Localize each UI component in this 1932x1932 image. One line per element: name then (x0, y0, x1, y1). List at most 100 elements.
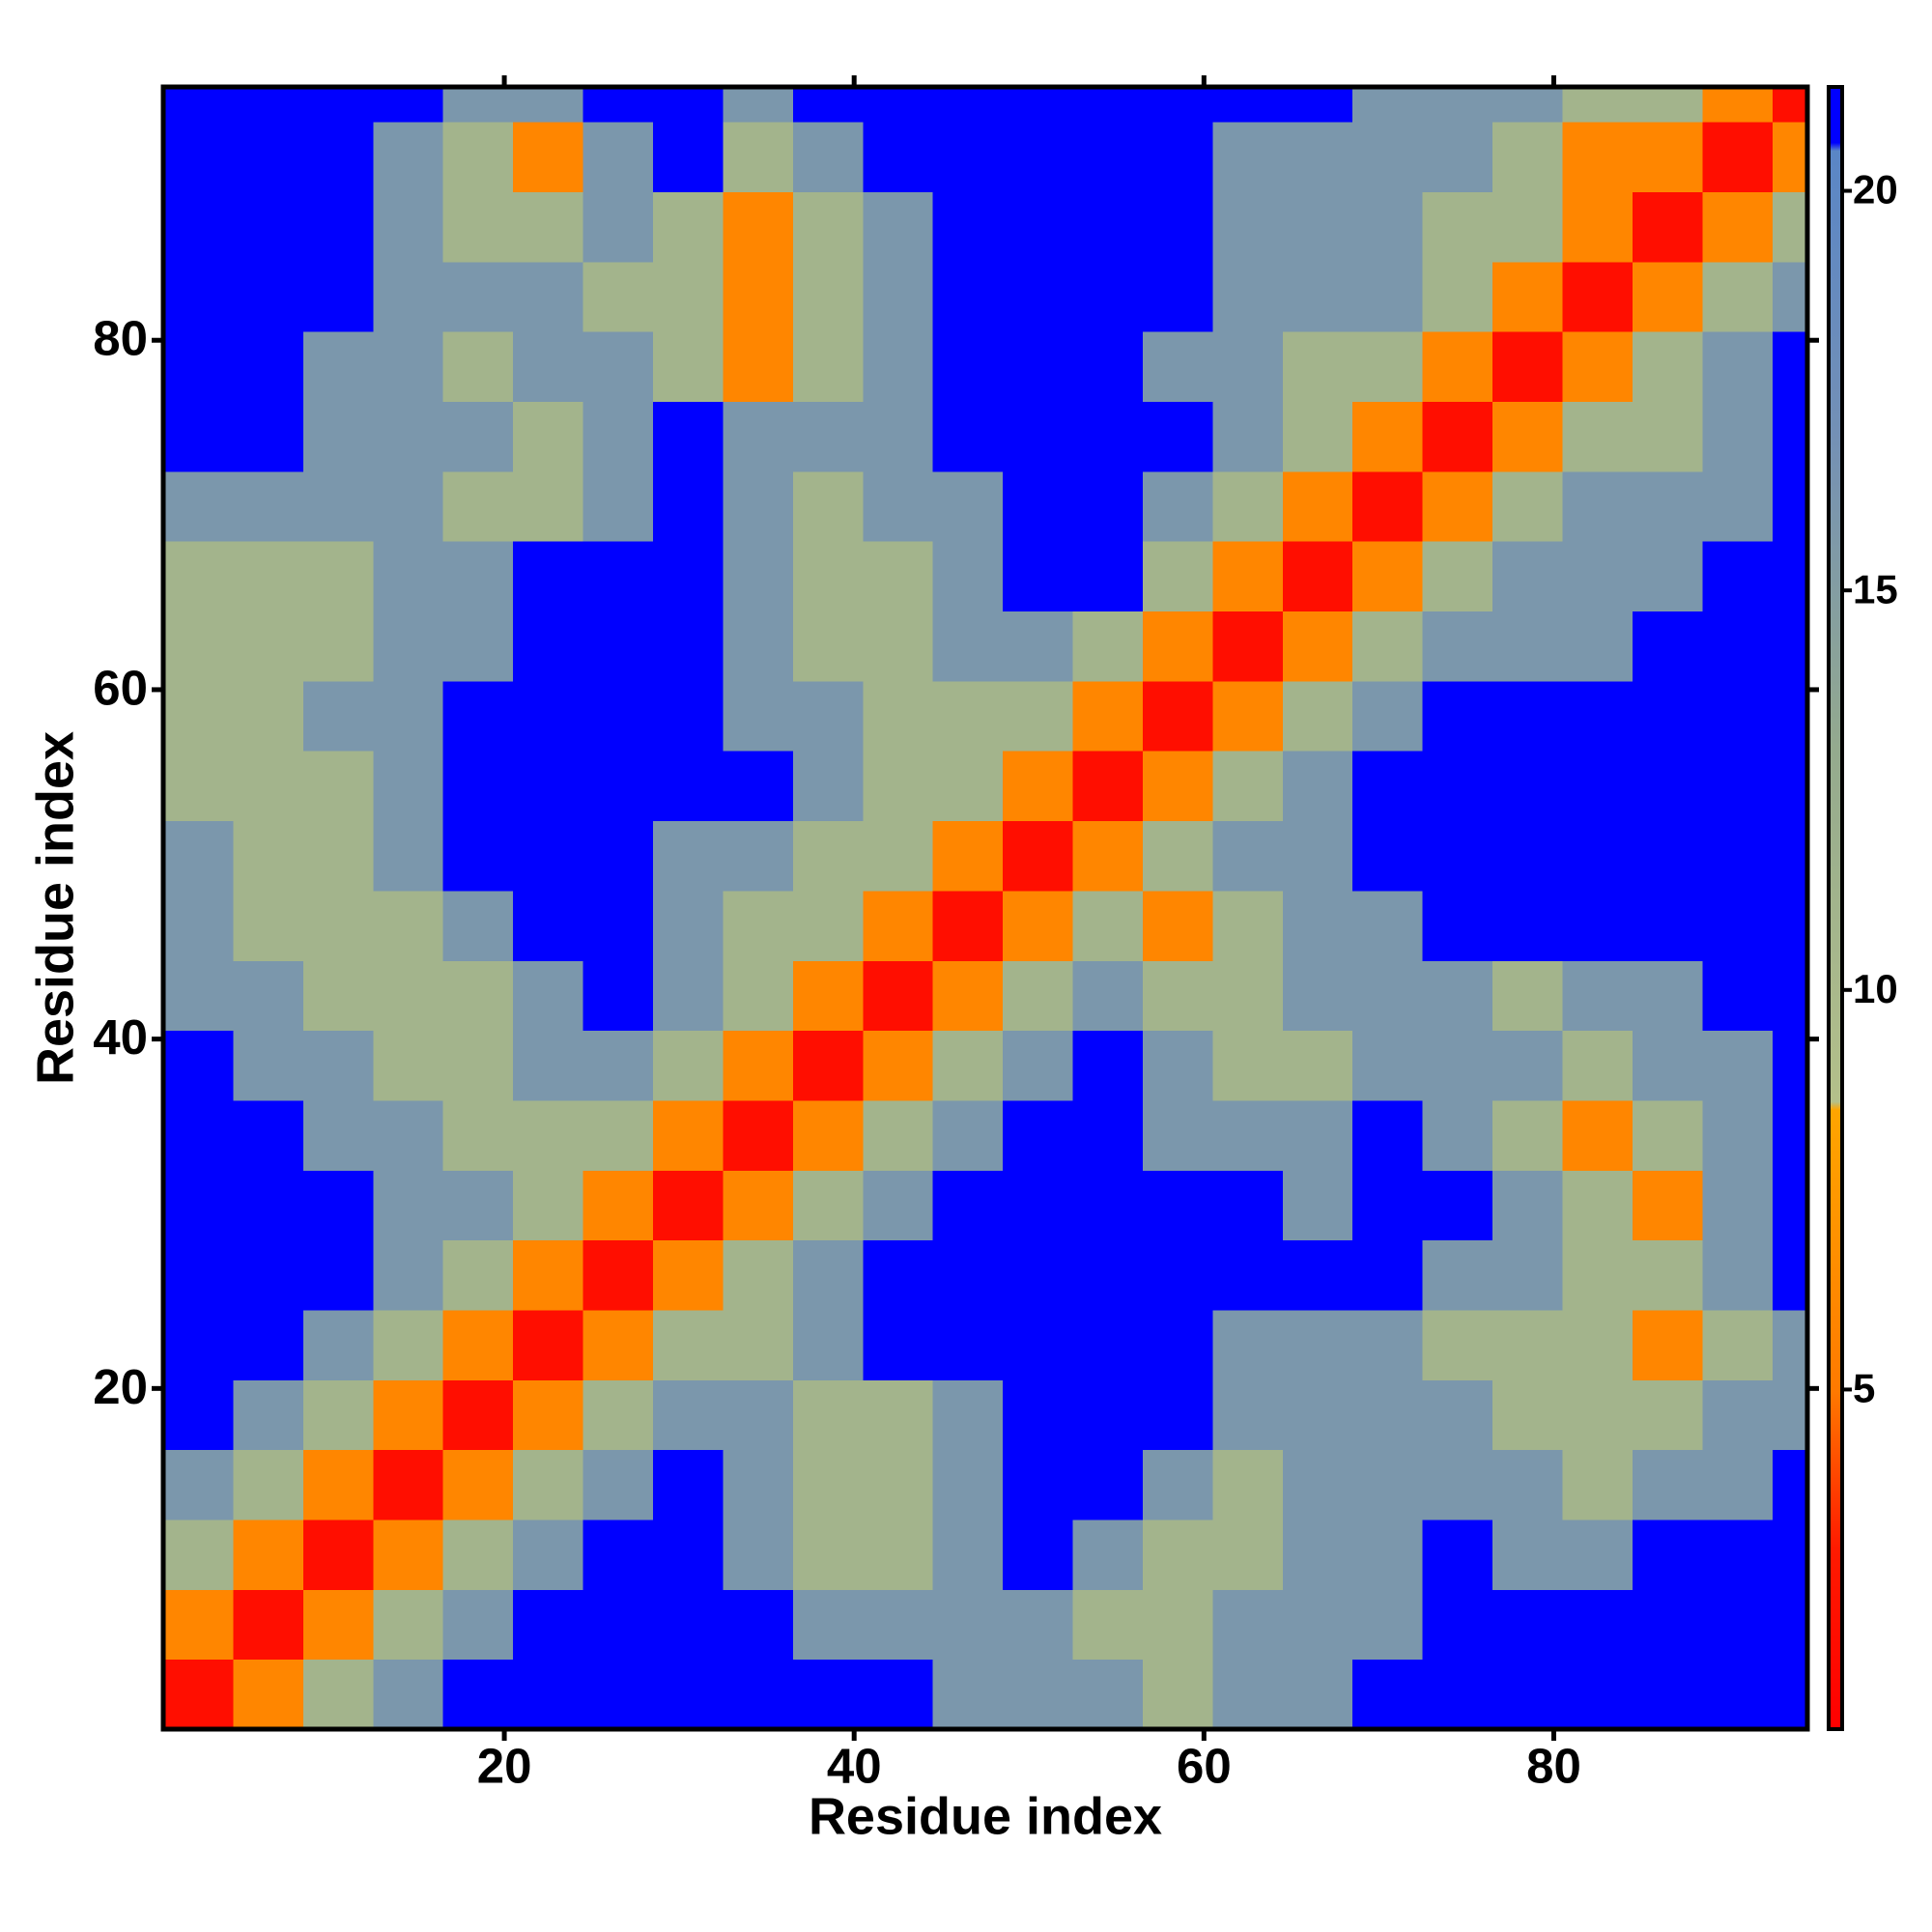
y-axis-title: Residue index (26, 731, 84, 1085)
heatmap-cell (582, 960, 654, 1032)
heatmap-cell (932, 1309, 1004, 1380)
heatmap-cell (1072, 1030, 1144, 1101)
heatmap-cell (1142, 401, 1213, 472)
heatmap-cell (442, 1519, 514, 1590)
heatmap-cell (1422, 401, 1493, 472)
colorbar (1827, 85, 1844, 1731)
heatmap-cell (163, 1239, 234, 1311)
heatmap-cell (582, 1309, 654, 1380)
heatmap-cell (1003, 680, 1074, 752)
heatmap-cell (1772, 401, 1808, 472)
heatmap-cell (233, 611, 304, 682)
heatmap-cell (513, 1519, 584, 1590)
heatmap-cell (302, 331, 374, 403)
heatmap-cell (652, 1030, 724, 1101)
heatmap-cell (1282, 1030, 1353, 1101)
heatmap-cell (1072, 960, 1144, 1032)
heatmap-cell (723, 1449, 794, 1520)
heatmap-cell (373, 191, 444, 263)
heatmap-cell (652, 122, 724, 193)
heatmap-cell (513, 820, 584, 892)
heatmap-cell (723, 611, 794, 682)
heatmap-cell (1702, 611, 1774, 682)
heatmap-cell (163, 191, 234, 263)
heatmap-cell (1702, 960, 1774, 1032)
heatmap-cell (652, 470, 724, 542)
heatmap-cell (582, 890, 654, 961)
heatmap-cell (863, 1170, 934, 1241)
heatmap-cell (582, 751, 654, 822)
heatmap-cell (1702, 1170, 1774, 1241)
heatmap-cell (373, 611, 444, 682)
heatmap-cell (1282, 890, 1353, 961)
heatmap-cell (1632, 331, 1703, 403)
heatmap-cell (302, 541, 374, 612)
heatmap-cell (792, 1449, 864, 1520)
heatmap-cell (1352, 1030, 1424, 1101)
heatmap-cell (1492, 1170, 1564, 1241)
heatmap-cell (863, 751, 934, 822)
heatmap-cell (1352, 1659, 1424, 1730)
heatmap-cell (1212, 1519, 1284, 1590)
heatmap-cell (1142, 1659, 1213, 1730)
heatmap-cell (1702, 890, 1774, 961)
heatmap-cell (1282, 1099, 1353, 1171)
heatmap-cell (1282, 1589, 1353, 1661)
heatmap-cell (723, 680, 794, 752)
heatmap-cell (1072, 261, 1144, 332)
heatmap-cell (792, 1519, 864, 1590)
heatmap-cell (1772, 611, 1808, 682)
heatmap-cell (373, 1030, 444, 1101)
heatmap-cell (1282, 820, 1353, 892)
heatmap-cell (373, 331, 444, 403)
heatmap-cell (863, 1589, 934, 1661)
heatmap-cell (1562, 1170, 1634, 1241)
heatmap-cell (863, 680, 934, 752)
heatmap-cell (932, 1239, 1004, 1311)
heatmap-cell (1702, 331, 1774, 403)
heatmap-cell (932, 1659, 1004, 1730)
heatmap-cell (1702, 1659, 1774, 1730)
heatmap-cell (1632, 1099, 1703, 1171)
heatmap-cell (1772, 1099, 1808, 1171)
heatmap-cell (1282, 470, 1353, 542)
heatmap-cell (652, 401, 724, 472)
heatmap-cell (1702, 1099, 1774, 1171)
heatmap-cell (1702, 122, 1774, 193)
heatmap-cell (442, 1030, 514, 1101)
heatmap-cell (1352, 1309, 1424, 1380)
heatmap-cell (233, 541, 304, 612)
heatmap-cell (863, 541, 934, 612)
heatmap-cell (792, 680, 864, 752)
heatmap-cell (1492, 611, 1564, 682)
heatmap-cell (863, 122, 934, 193)
heatmap-cell (1562, 1239, 1634, 1311)
heatmap-cell (302, 751, 374, 822)
heatmap-cell (652, 87, 724, 123)
heatmap-cell (1142, 191, 1213, 263)
heatmap-cell (1142, 820, 1213, 892)
heatmap-cell (1632, 890, 1703, 961)
heatmap-cell (1142, 87, 1213, 123)
heatmap-cell (163, 401, 234, 472)
heatmap-cell (233, 87, 304, 123)
heatmap-cell (932, 611, 1004, 682)
heatmap-cell (723, 401, 794, 472)
heatmap-cell (373, 1379, 444, 1451)
heatmap-cell (932, 1449, 1004, 1520)
heatmap-cell (1003, 1659, 1074, 1730)
heatmap-cell (442, 960, 514, 1032)
heatmap-cell (1632, 1239, 1703, 1311)
heatmap-cell (442, 401, 514, 472)
heatmap-cell (233, 820, 304, 892)
heatmap-cell (302, 820, 374, 892)
heatmap-cell (233, 261, 304, 332)
heatmap-cell (1422, 1099, 1493, 1171)
heatmap-cell (652, 611, 724, 682)
heatmap-cell (442, 1239, 514, 1311)
heatmap-cell (1212, 1659, 1284, 1730)
heatmap-cell (233, 890, 304, 961)
heatmap-cell (863, 401, 934, 472)
heatmap-cell (1282, 751, 1353, 822)
heatmap-cell (233, 1449, 304, 1520)
